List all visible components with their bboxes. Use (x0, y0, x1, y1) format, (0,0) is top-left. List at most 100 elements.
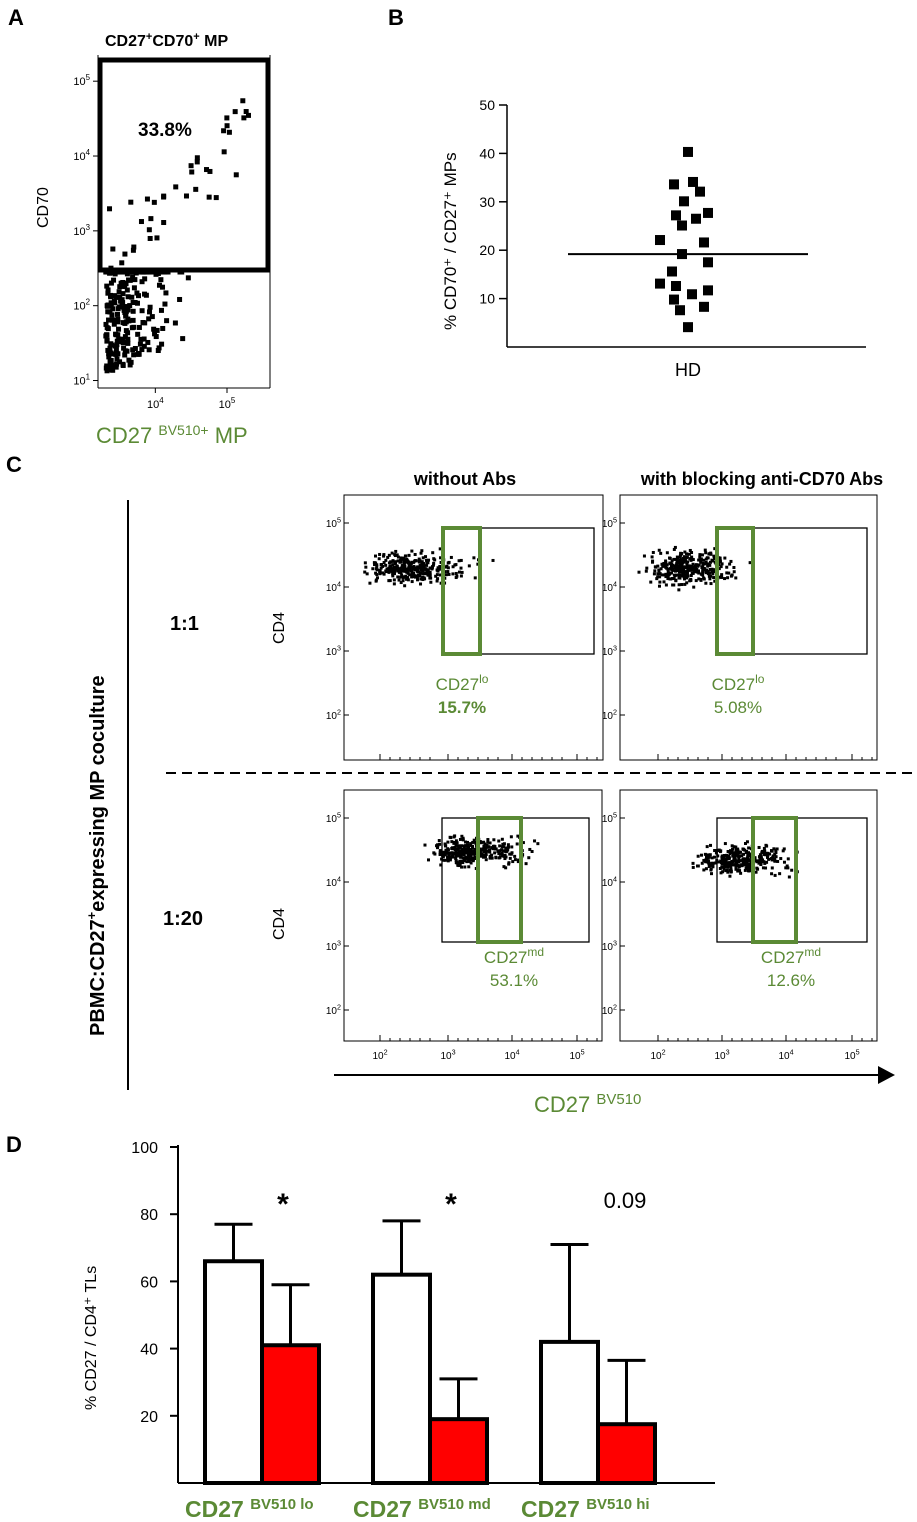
panel-c-point (415, 568, 419, 572)
panel-a-point (122, 334, 128, 340)
panel-c-point (528, 847, 532, 851)
panel-c-point (394, 567, 398, 571)
panel-c-point (393, 554, 397, 558)
panel-c-point (736, 864, 740, 868)
panel-c-point (420, 549, 424, 553)
panel-c-point (461, 844, 465, 848)
panel-a-xtick-label: 105 (219, 396, 236, 411)
panel-c-point (426, 568, 430, 572)
panel-a-point (245, 112, 251, 118)
panel-a-point (158, 307, 164, 313)
panel-c-point (459, 558, 463, 562)
panel-c-green-gate (715, 526, 755, 656)
panel-c-ylabel-2: CD4 (271, 908, 288, 940)
panel-c-point (737, 865, 741, 869)
panel-a-point (125, 336, 131, 342)
panel-c-point (458, 863, 462, 867)
panel-a-point (189, 169, 195, 175)
panel-a-point (147, 309, 153, 315)
panel-a-point (144, 196, 150, 202)
panel-a-point (105, 290, 111, 296)
panel-c-point (770, 872, 774, 876)
panel-c-point (773, 873, 777, 877)
panel-c-point (424, 555, 428, 559)
panel-b-point (667, 266, 677, 277)
panel-c-point (680, 583, 684, 587)
panel-a-ytick-label: 102 (73, 298, 90, 313)
panel-c-point (467, 865, 471, 869)
panel-c-point (773, 852, 777, 856)
panel-d-annotation: * (445, 1188, 457, 1221)
panel-a-point (148, 216, 154, 222)
panel-d-letter: D (6, 1132, 22, 1157)
panel-c-point (680, 574, 684, 578)
panel-c-point (702, 858, 706, 862)
panel-c-point (461, 856, 465, 860)
panel-c-point (691, 861, 695, 865)
panel-c-point (398, 559, 402, 563)
panel-c-point (668, 556, 672, 560)
panel-c-point (378, 552, 382, 556)
panel-a-point (132, 345, 138, 351)
panel-c-point (674, 566, 678, 570)
panel-c-outer-gate (441, 817, 590, 943)
panel-c-point (765, 844, 769, 848)
panel-c-point (729, 866, 733, 870)
panel-c-point (438, 853, 442, 857)
panel-c-point (448, 835, 452, 839)
panel-c-point (474, 856, 478, 860)
panel-c-point (446, 859, 450, 863)
panel-c-point (397, 570, 401, 574)
panel-c-point (388, 579, 392, 583)
panel-c-point (649, 580, 653, 584)
panel-a-point (136, 293, 142, 299)
panel-c-point (478, 851, 482, 855)
panel-c-gate-name: CD27lo (436, 672, 489, 694)
panel-c-point (470, 851, 474, 855)
panel-c-point (691, 865, 695, 869)
panel-c-point (504, 866, 508, 870)
panel-c-point (436, 844, 440, 848)
panel-c-point (664, 572, 668, 576)
panel-c-point (725, 571, 729, 575)
panel-c-point (693, 568, 697, 572)
panel-c-point (677, 583, 681, 587)
panel-d-ytick-label: 40 (140, 1342, 158, 1359)
panel-c-point (657, 568, 661, 572)
panel-a-point (126, 318, 132, 324)
panel-a-point (141, 336, 147, 342)
panel-b-point (688, 176, 698, 187)
panel-c-point (766, 855, 770, 859)
panel-a-point (151, 326, 157, 332)
panel-c-plot-frame (343, 789, 603, 1042)
panel-c-point (757, 845, 761, 849)
panel-c-point (401, 576, 405, 580)
panel-c-point (486, 838, 490, 842)
panel-c-point (442, 850, 446, 854)
panel-c-point (442, 853, 446, 857)
panel-c-point (515, 842, 519, 846)
panel-b-letter: B (388, 5, 404, 30)
panel-c-point (686, 574, 690, 578)
panel-c-point (451, 853, 455, 857)
panel-c-point (703, 562, 707, 566)
panel-c-point (502, 865, 506, 869)
panel-c-point (486, 840, 490, 844)
panel-c-point (431, 551, 435, 555)
panel-c-xtick-label: 105 (569, 1048, 584, 1063)
panel-c-point (459, 566, 463, 570)
panel-a-point (125, 294, 131, 300)
panel-c-point (700, 853, 704, 857)
panel-c-point (655, 577, 659, 581)
panel-a-point (146, 316, 152, 322)
panel-c-point (403, 564, 407, 568)
panel-c-point (727, 857, 731, 861)
panel-c-point (388, 569, 392, 573)
panel-c-point (410, 549, 414, 553)
panel-c-point (469, 843, 473, 847)
panel-c-green-gate (751, 816, 798, 944)
panel-c-point (724, 861, 728, 865)
panel-c-point (662, 580, 666, 584)
panel-a-point (105, 309, 111, 315)
panel-c-point (476, 562, 480, 566)
